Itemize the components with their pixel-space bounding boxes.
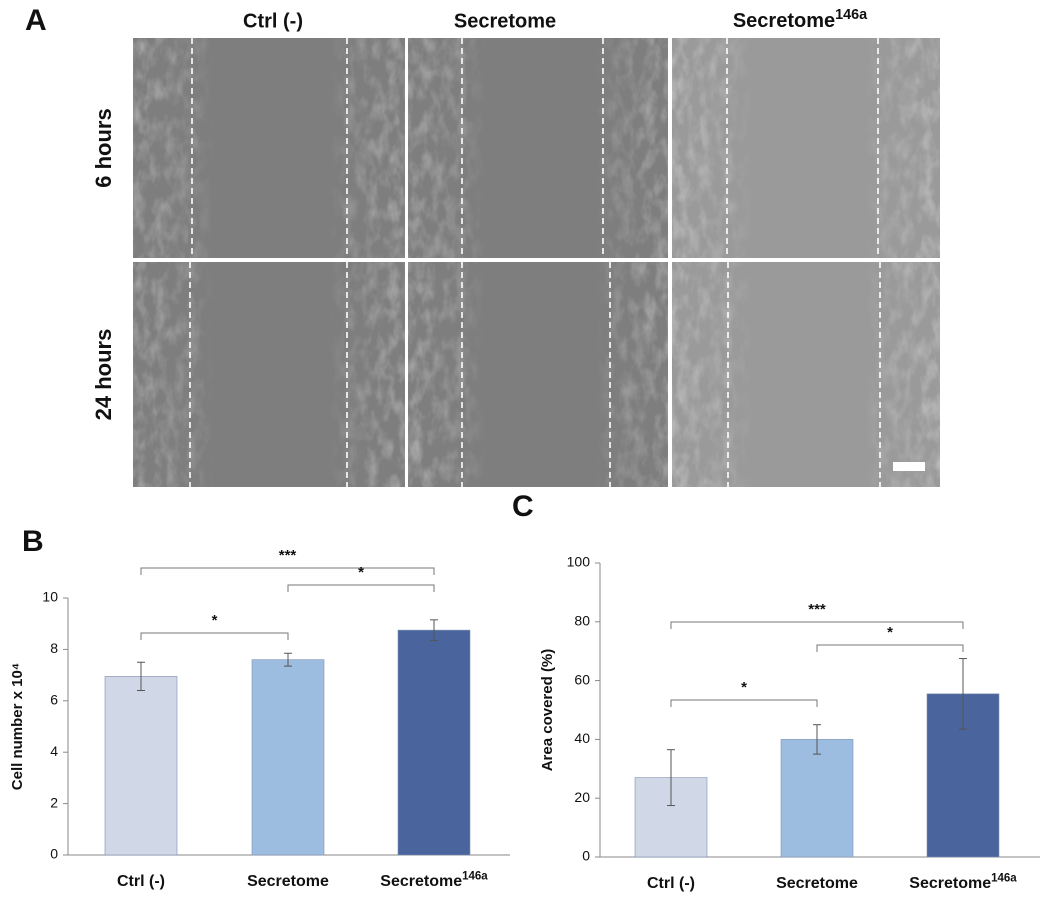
panel-label: B: [22, 525, 44, 558]
y-tick-label: 2: [50, 794, 58, 810]
micrograph-texture: [133, 38, 405, 258]
y-tick-label: 60: [574, 671, 590, 687]
label-text: Secretome: [733, 10, 835, 32]
micrograph-texture: [408, 262, 668, 487]
y-tick-label: 0: [50, 846, 58, 862]
panel-label: C: [512, 490, 534, 523]
y-tick-label: 40: [574, 730, 590, 746]
y-tick-label: 10: [42, 589, 58, 605]
significance-label: *: [358, 564, 364, 581]
row-label: 24 hours: [91, 329, 116, 421]
x-tick-label: Secretome: [247, 873, 329, 890]
significance-bracket: [140, 632, 289, 640]
y-tick-label: 100: [567, 554, 591, 570]
micrograph-texture: [408, 38, 668, 258]
label-superscript: 146a: [991, 872, 1017, 884]
label-text: Secretome: [909, 875, 991, 892]
x-tick-label: Secretome146a: [380, 870, 488, 890]
bar: [397, 629, 471, 856]
scale-bar: [893, 462, 925, 471]
label-superscript: 146a: [835, 7, 868, 23]
micrograph-texture: [672, 38, 940, 258]
x-tick-label: Secretome146a: [909, 872, 1017, 892]
y-tick-label: 0: [582, 848, 590, 864]
label-text: Secretome: [380, 873, 462, 890]
bar: [104, 676, 178, 856]
bar: [251, 659, 325, 856]
column-header: Secretome146a: [733, 7, 868, 32]
y-tick-label: 8: [50, 640, 58, 656]
column-header: Secretome: [454, 10, 556, 32]
row-label: 6 hours: [91, 108, 116, 187]
micrograph-texture: [672, 262, 940, 487]
x-tick-label: Ctrl (-): [117, 873, 165, 890]
significance-bracket: [670, 699, 818, 707]
y-axis-label: Area covered (%): [539, 649, 556, 772]
bar: [780, 739, 854, 858]
y-tick-label: 4: [50, 743, 58, 759]
significance-label: *: [741, 679, 747, 696]
x-tick-label: Ctrl (-): [647, 875, 695, 892]
label-superscript: 146a: [462, 870, 488, 882]
significance-label: ***: [808, 601, 826, 618]
y-tick-label: 6: [50, 692, 58, 708]
y-axis-label: Cell number x 10⁴: [9, 663, 26, 790]
significance-bracket: [140, 567, 435, 575]
panel-label: A: [25, 4, 47, 37]
significance-bracket: [816, 644, 964, 652]
y-tick-label: 80: [574, 613, 590, 629]
y-tick-label: 20: [574, 789, 590, 805]
significance-label: *: [887, 624, 893, 641]
micrograph-texture: [133, 262, 405, 487]
x-tick-label: Secretome: [776, 875, 858, 892]
significance-label: *: [212, 612, 218, 629]
significance-label: ***: [279, 547, 297, 564]
significance-bracket: [670, 621, 964, 629]
significance-bracket: [287, 584, 435, 592]
column-header: Ctrl (-): [243, 10, 303, 32]
